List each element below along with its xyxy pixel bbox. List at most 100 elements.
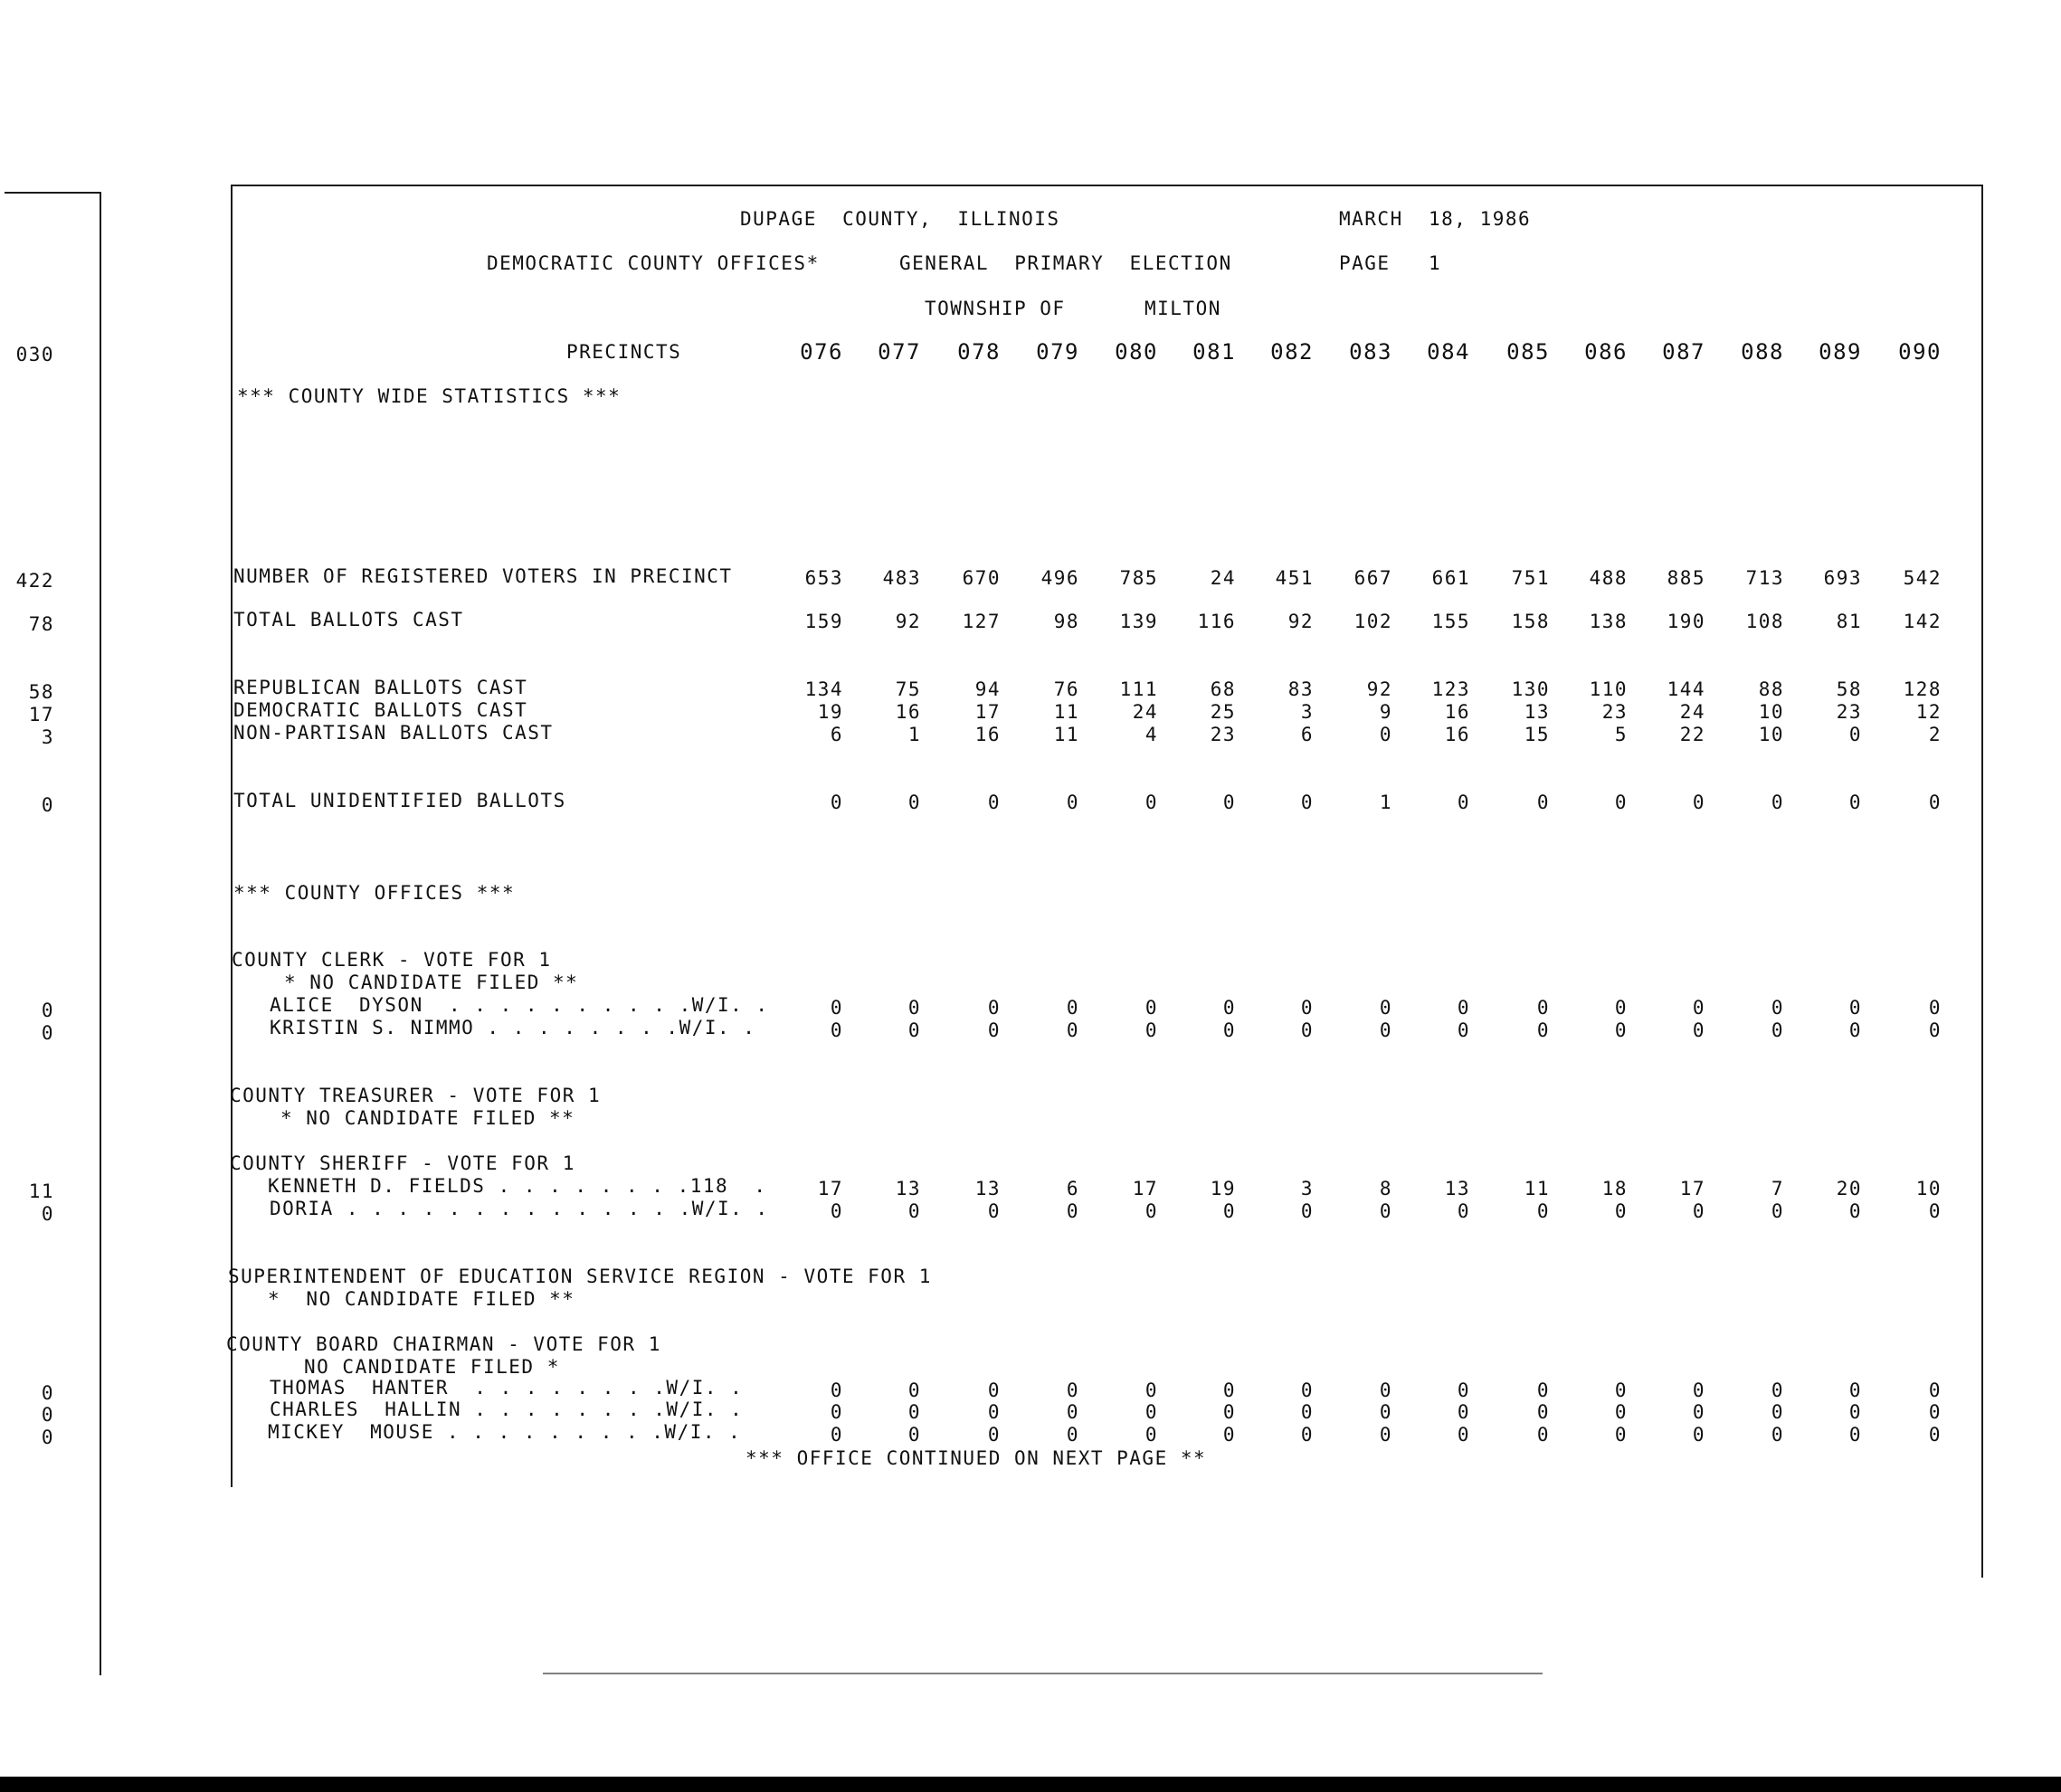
stat-ballots-value-087: 190: [1667, 611, 1705, 632]
office-note-superintendent: * NO CANDIDATE FILED **: [268, 1288, 575, 1310]
section-county-offices: *** COUNTY OFFICES ***: [233, 882, 516, 904]
candidate-hallin-value-079: 0: [1066, 1401, 1079, 1423]
stat-registered-value-083: 667: [1353, 567, 1392, 589]
stat-ballots-value-088: 108: [1745, 611, 1784, 632]
election-title: GENERAL PRIMARY ELECTION: [899, 252, 1232, 274]
office-title-sheriff: COUNTY SHERIFF - VOTE FOR 1: [230, 1152, 575, 1174]
stat-registered-value-087: 885: [1667, 567, 1705, 589]
stat-unidentified-value-079: 0: [1066, 792, 1079, 813]
stat-democratic-value-078: 17: [974, 701, 1001, 723]
stat-nonpartisan-value-081: 23: [1210, 724, 1236, 745]
candidate-doria-value-087: 0: [1692, 1200, 1705, 1222]
stat-ballots-value-090: 142: [1903, 611, 1942, 632]
stat-nonpartisan-value-087: 22: [1679, 724, 1705, 745]
candidate-hanter-value-076: 0: [830, 1380, 843, 1401]
precinct-header-077: 077: [878, 339, 921, 365]
candidate-hanter-value-082: 0: [1300, 1380, 1314, 1401]
precincts-label: PRECINCTS: [566, 341, 682, 363]
candidate-hallin-value-078: 0: [987, 1401, 1001, 1423]
candidate-hanter-value-077: 0: [907, 1380, 921, 1401]
candidate-dyson-value-085: 0: [1536, 997, 1550, 1019]
margin-number-registered: 422: [15, 570, 54, 592]
stat-nonpartisan-value-078: 16: [974, 724, 1001, 745]
candidate-label-nimmo: KRISTIN S. NIMMO . . . . . . . .W/I. .: [270, 1017, 756, 1038]
stat-registered-value-080: 785: [1119, 567, 1158, 589]
stat-registered-value-086: 488: [1589, 567, 1628, 589]
candidate-fields-value-088: 7: [1771, 1178, 1784, 1199]
stat-democratic-value-080: 24: [1132, 701, 1158, 723]
candidate-mouse-value-078: 0: [987, 1424, 1001, 1446]
stat-republican-value-080: 111: [1119, 678, 1158, 700]
county-title: DUPAGE COUNTY, ILLINOIS: [740, 208, 1060, 230]
candidate-label-hanter: THOMAS HANTER . . . . . . . .W/I. .: [270, 1377, 744, 1399]
stat-ballots-value-079: 98: [1053, 611, 1079, 632]
candidate-hanter-value-084: 0: [1457, 1380, 1470, 1401]
stat-ballots-value-084: 155: [1431, 611, 1470, 632]
stat-democratic-value-086: 23: [1601, 701, 1628, 723]
precinct-header-088: 088: [1741, 339, 1784, 365]
stat-unidentified-value-081: 0: [1222, 792, 1236, 813]
stat-unidentified-value-082: 0: [1300, 792, 1314, 813]
candidate-fields-value-080: 17: [1132, 1178, 1158, 1199]
candidate-dyson-value-088: 0: [1771, 997, 1784, 1019]
stat-unidentified-value-080: 0: [1144, 792, 1158, 813]
stat-registered-value-082: 451: [1275, 567, 1314, 589]
candidate-hanter-value-089: 0: [1848, 1380, 1862, 1401]
margin-number-doria: 0: [41, 1203, 54, 1225]
candidate-label-mouse: MICKEY MOUSE . . . . . . . . .W/I. .: [268, 1421, 742, 1443]
margin-number-dyson: 0: [41, 1000, 54, 1021]
stat-democratic-value-081: 25: [1210, 701, 1236, 723]
stat-unidentified-value-078: 0: [987, 792, 1001, 813]
stat-nonpartisan-value-083: 0: [1379, 724, 1392, 745]
candidate-doria-value-079: 0: [1066, 1200, 1079, 1222]
candidate-fields-value-090: 10: [1915, 1178, 1942, 1199]
office-note-clerk: * NO CANDIDATE FILED **: [284, 972, 579, 993]
stat-republican-value-081: 68: [1210, 678, 1236, 700]
stat-nonpartisan-value-084: 16: [1444, 724, 1470, 745]
candidate-mouse-value-085: 0: [1536, 1424, 1550, 1446]
margin-number-republican: 58: [28, 681, 54, 703]
precinct-header-086: 086: [1584, 339, 1628, 365]
office-title-clerk: COUNTY CLERK - VOTE FOR 1: [232, 949, 552, 971]
candidate-dyson-value-076: 0: [830, 997, 843, 1019]
stat-republican-value-083: 92: [1366, 678, 1392, 700]
margin-number-nimmo: 0: [41, 1022, 54, 1044]
candidate-fields-value-087: 17: [1679, 1178, 1705, 1199]
stat-republican-value-079: 76: [1053, 678, 1079, 700]
stat-registered-value-084: 661: [1431, 567, 1470, 589]
candidate-mouse-value-079: 0: [1066, 1424, 1079, 1446]
precinct-header-078: 078: [957, 339, 1001, 365]
candidate-dyson-value-077: 0: [907, 997, 921, 1019]
candidate-dyson-value-079: 0: [1066, 997, 1079, 1019]
stat-ballots-value-089: 81: [1836, 611, 1862, 632]
candidate-hanter-value-085: 0: [1536, 1380, 1550, 1401]
office-note-treasurer: * NO CANDIDATE FILED **: [280, 1107, 575, 1129]
candidate-dyson-value-086: 0: [1614, 997, 1628, 1019]
precinct-header-076: 076: [800, 339, 843, 365]
stat-republican-value-082: 83: [1287, 678, 1314, 700]
precinct-header-081: 081: [1192, 339, 1236, 365]
candidate-hallin-value-080: 0: [1144, 1401, 1158, 1423]
stat-label-ballots: TOTAL BALLOTS CAST: [233, 609, 464, 631]
stat-nonpartisan-value-076: 6: [830, 724, 843, 745]
candidate-nimmo-value-077: 0: [907, 1019, 921, 1041]
candidate-dyson-value-083: 0: [1379, 997, 1392, 1019]
stat-registered-value-088: 713: [1745, 567, 1784, 589]
candidate-dyson-value-084: 0: [1457, 997, 1470, 1019]
precinct-header-085: 085: [1506, 339, 1550, 365]
stat-democratic-value-089: 23: [1836, 701, 1862, 723]
stat-unidentified-value-077: 0: [907, 792, 921, 813]
candidate-fields-value-089: 20: [1836, 1178, 1862, 1199]
stat-ballots-value-076: 159: [804, 611, 843, 632]
candidate-dyson-value-082: 0: [1300, 997, 1314, 1019]
candidate-mouse-value-090: 0: [1928, 1424, 1942, 1446]
stat-nonpartisan-value-077: 1: [907, 724, 921, 745]
candidate-mouse-value-080: 0: [1144, 1424, 1158, 1446]
candidate-mouse-value-089: 0: [1848, 1424, 1862, 1446]
candidate-nimmo-value-081: 0: [1222, 1019, 1236, 1041]
stat-unidentified-value-083: 1: [1379, 792, 1392, 813]
candidate-nimmo-value-076: 0: [830, 1019, 843, 1041]
candidate-nimmo-value-090: 0: [1928, 1019, 1942, 1041]
stat-republican-value-077: 75: [895, 678, 921, 700]
precinct-header-089: 089: [1819, 339, 1862, 365]
